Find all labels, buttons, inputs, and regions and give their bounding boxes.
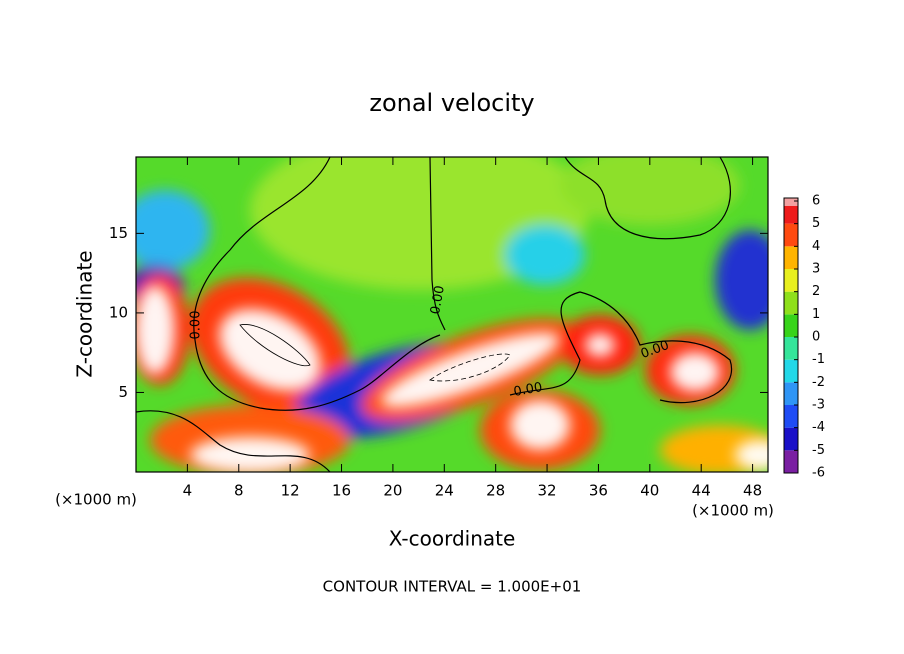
x-tick-label: 8 — [234, 482, 244, 500]
footer-note: CONTOUR INTERVAL = 1.000E+01 — [323, 578, 582, 596]
colorbar-tick-label: -5 — [812, 443, 825, 458]
colorbar-band — [784, 450, 798, 473]
colorbar-band — [784, 359, 798, 383]
colorbar-tick-label: -4 — [812, 420, 825, 435]
colorbar-band — [784, 427, 798, 451]
colorbar-band — [784, 382, 798, 405]
colorbar-band — [784, 314, 798, 337]
y-axis-label: Z-coordinate — [73, 250, 97, 377]
y-tick-label: 15 — [109, 224, 128, 242]
field — [136, 157, 768, 472]
x-tick-label: 32 — [538, 482, 557, 500]
colorbar-tick-label: 1 — [812, 307, 820, 322]
colorbar-tick-label: -6 — [812, 466, 825, 481]
x-unit: (×1000 m) — [692, 502, 774, 520]
colorbar-band — [784, 201, 798, 224]
x-tick-label: 44 — [692, 482, 711, 500]
colorbar-band — [784, 246, 798, 269]
x-tick-label: 28 — [486, 482, 505, 500]
x-axis-label: X-coordinate — [389, 527, 516, 551]
colorbar-band — [784, 291, 798, 315]
colorbar-band — [784, 337, 798, 360]
colorbar-tick-label: 3 — [812, 262, 820, 277]
colorbar-band — [784, 269, 798, 292]
x-tick-label: 20 — [383, 482, 402, 500]
colorbar-tick-label: -2 — [812, 375, 825, 390]
colorbar-tick-label: 2 — [812, 284, 820, 299]
x-tick-label: 48 — [743, 482, 762, 500]
x-tick-label: 12 — [281, 482, 300, 500]
contour-label: 0.00 — [512, 380, 543, 400]
colorbar-tick-label: 6 — [812, 194, 820, 209]
plot-frame — [135, 156, 769, 473]
colorbar-frame — [783, 197, 799, 474]
contour-label: 0.00 — [428, 284, 448, 315]
y-tick-label: 5 — [118, 383, 128, 401]
colorbar-band — [784, 405, 798, 428]
colorbar-tick-label: 5 — [812, 216, 820, 231]
contour-label: 0.00 — [189, 311, 204, 340]
colorbar-band — [784, 223, 798, 247]
colorbar-tick-label: 4 — [812, 239, 820, 254]
colorbar-tick-label: -1 — [812, 352, 825, 367]
x-tick-label: 16 — [332, 482, 351, 500]
colorbar-top — [784, 198, 798, 206]
x-tick-label: 24 — [435, 482, 454, 500]
colorbar-tick-label: 0 — [812, 330, 820, 345]
x-tick-label: 4 — [183, 482, 193, 500]
y-tick-label: 10 — [109, 303, 128, 321]
colorbar-tick-label: -3 — [812, 398, 825, 413]
x-unit: (×1000 m) — [55, 491, 137, 509]
x-tick-label: 40 — [640, 482, 659, 500]
chart-title: zonal velocity — [369, 89, 534, 117]
x-tick-label: 36 — [589, 482, 608, 500]
